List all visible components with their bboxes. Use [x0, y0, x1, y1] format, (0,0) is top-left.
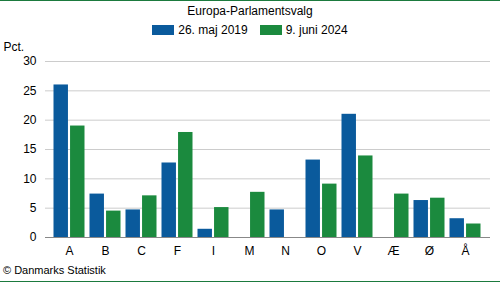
svg-text:O: O [317, 244, 326, 258]
svg-text:V: V [353, 244, 361, 258]
svg-text:15: 15 [23, 142, 37, 156]
svg-text:N: N [281, 244, 290, 258]
svg-text:Å: Å [461, 243, 469, 258]
svg-text:A: A [65, 244, 73, 258]
svg-text:20: 20 [23, 113, 37, 127]
svg-text:F: F [174, 244, 181, 258]
html-text:Europa-Parlamentsvalg: Europa-Parlamentsvalg [187, 4, 313, 18]
svg-text:M: M [245, 244, 255, 258]
html-text:9. juni 2024: 9. juni 2024 [285, 23, 348, 37]
svg-text:5: 5 [30, 201, 37, 215]
svg-text:B: B [101, 244, 109, 258]
svg-text:Ø: Ø [425, 244, 434, 258]
svg-text:I: I [212, 244, 215, 258]
svg-text:C: C [137, 244, 146, 258]
svg-text:Æ: Æ [388, 244, 400, 258]
svg-text:0: 0 [30, 230, 37, 244]
svg-text:30: 30 [23, 54, 37, 68]
html-text:© Danmarks Statistik: © Danmarks Statistik [3, 264, 106, 276]
svg-text:Pct.: Pct. [4, 40, 25, 54]
svg-text:25: 25 [23, 84, 37, 98]
svg-text:10: 10 [23, 172, 37, 186]
html-text:26. maj 2019: 26. maj 2019 [178, 23, 248, 37]
